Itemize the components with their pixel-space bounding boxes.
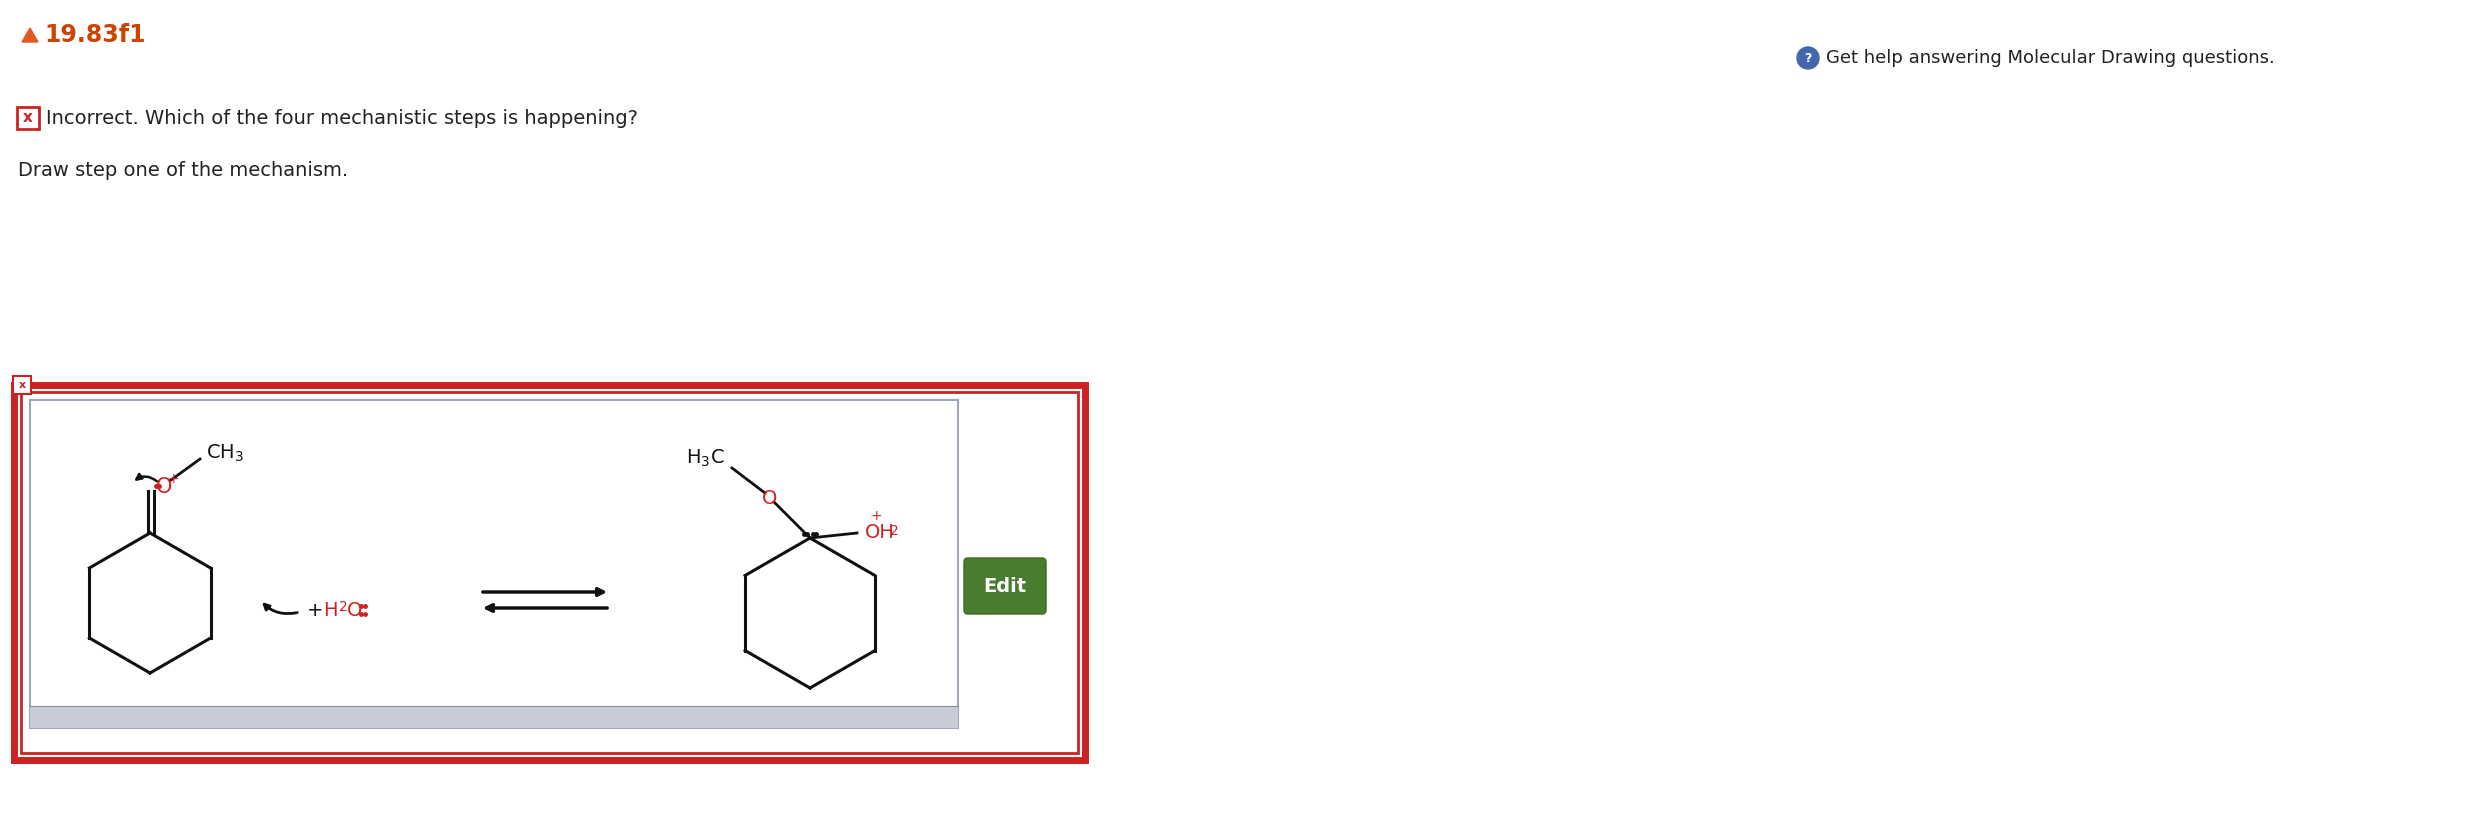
FancyBboxPatch shape	[965, 558, 1047, 614]
Text: +: +	[871, 509, 883, 523]
Text: Draw step one of the mechanism.: Draw step one of the mechanism.	[17, 160, 349, 179]
Text: O: O	[762, 488, 777, 507]
Text: x: x	[17, 380, 25, 390]
Text: 19.83f1: 19.83f1	[45, 23, 146, 47]
Text: O: O	[156, 477, 173, 497]
FancyBboxPatch shape	[30, 706, 957, 728]
Text: O: O	[346, 600, 361, 619]
Circle shape	[1796, 47, 1818, 69]
Text: Incorrect. Which of the four mechanistic steps is happening?: Incorrect. Which of the four mechanistic…	[47, 109, 638, 128]
FancyBboxPatch shape	[15, 385, 1086, 760]
Text: +: +	[307, 600, 324, 619]
FancyBboxPatch shape	[30, 400, 957, 728]
Text: OH: OH	[866, 524, 896, 542]
Text: CH$_3$: CH$_3$	[205, 443, 245, 464]
FancyBboxPatch shape	[17, 107, 40, 129]
Text: ?: ?	[1804, 52, 1811, 65]
Text: 2: 2	[891, 524, 898, 538]
Polygon shape	[22, 28, 37, 42]
Text: +: +	[168, 472, 178, 486]
Text: 2: 2	[339, 600, 349, 614]
Text: Edit: Edit	[985, 577, 1027, 596]
Text: H: H	[324, 600, 336, 619]
FancyBboxPatch shape	[12, 376, 32, 394]
Text: x: x	[22, 110, 32, 125]
Text: Get help answering Molecular Drawing questions.: Get help answering Molecular Drawing que…	[1826, 49, 2274, 67]
Text: H$_3$C: H$_3$C	[685, 447, 725, 469]
